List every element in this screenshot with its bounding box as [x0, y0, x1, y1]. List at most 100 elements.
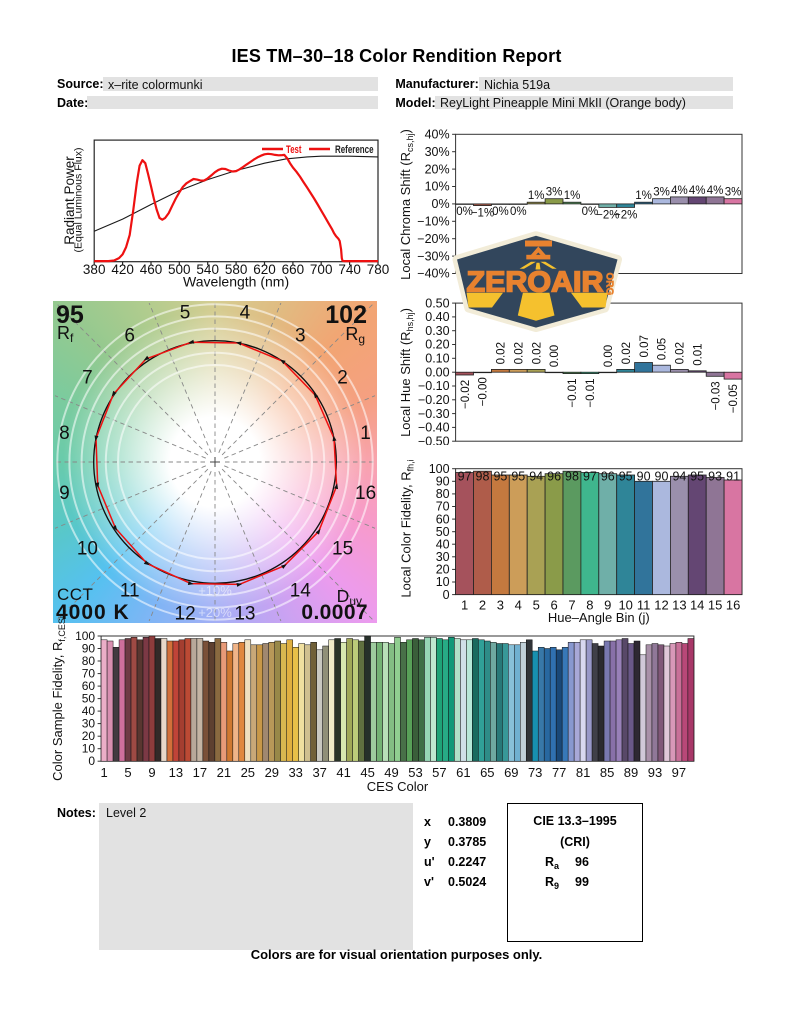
- svg-text:−0.10: −0.10: [418, 379, 450, 393]
- svg-text:Test: Test: [286, 144, 302, 156]
- svg-text:8: 8: [586, 598, 593, 613]
- svg-text:−40%: −40%: [417, 267, 449, 281]
- svg-text:0%: 0%: [456, 206, 473, 218]
- svg-text:40: 40: [436, 537, 450, 551]
- svg-text:96: 96: [547, 470, 561, 484]
- svg-text:0.01: 0.01: [692, 343, 704, 365]
- svg-text:12: 12: [175, 604, 196, 623]
- svg-text:420: 420: [111, 262, 134, 277]
- svg-text:0.0007: 0.0007: [301, 601, 368, 623]
- svg-text:97: 97: [583, 470, 597, 484]
- svg-text:4: 4: [515, 598, 522, 613]
- svg-text:61: 61: [456, 765, 470, 780]
- svg-text:7: 7: [568, 598, 575, 613]
- svg-text:11: 11: [120, 581, 140, 602]
- svg-text:660: 660: [282, 262, 305, 277]
- svg-text:700: 700: [310, 262, 333, 277]
- svg-text:93: 93: [708, 470, 722, 484]
- svg-text:16: 16: [355, 483, 376, 504]
- svg-text:21: 21: [217, 765, 231, 780]
- svg-text:12: 12: [654, 598, 668, 613]
- svg-text:CCT: CCT: [57, 585, 93, 604]
- svg-text:10: 10: [82, 742, 96, 756]
- svg-text:10%: 10%: [425, 180, 450, 194]
- svg-text:0.02: 0.02: [621, 342, 633, 364]
- svg-text:0: 0: [443, 588, 450, 602]
- svg-text:0%: 0%: [492, 206, 509, 218]
- svg-text:81: 81: [576, 765, 590, 780]
- svg-text:1: 1: [360, 423, 371, 444]
- svg-text:29: 29: [265, 765, 279, 780]
- svg-text:13: 13: [672, 598, 686, 613]
- svg-text:15: 15: [332, 538, 353, 559]
- svg-text:95: 95: [493, 470, 507, 484]
- svg-text:80: 80: [436, 487, 450, 501]
- svg-text:0.50: 0.50: [425, 296, 449, 310]
- svg-text:3: 3: [497, 598, 504, 613]
- svg-text:10: 10: [618, 598, 632, 613]
- svg-text:100: 100: [429, 462, 450, 476]
- svg-text:−0.01: −0.01: [567, 379, 579, 408]
- svg-text:90: 90: [82, 642, 96, 656]
- svg-text:2: 2: [479, 598, 486, 613]
- svg-text:9: 9: [59, 483, 70, 504]
- svg-text:80: 80: [82, 654, 96, 668]
- svg-text:25: 25: [241, 765, 255, 780]
- svg-text:0%: 0%: [432, 197, 450, 211]
- svg-text:0.00: 0.00: [425, 365, 449, 379]
- svg-text:9: 9: [148, 765, 155, 780]
- svg-text:−2%: −2%: [596, 209, 619, 221]
- svg-text:9: 9: [604, 598, 611, 613]
- svg-text:33: 33: [288, 765, 302, 780]
- svg-text:95: 95: [690, 470, 704, 484]
- svg-text:0.00: 0.00: [549, 345, 561, 367]
- svg-text:5: 5: [180, 302, 191, 323]
- svg-text:49: 49: [384, 765, 398, 780]
- svg-text:3%: 3%: [725, 187, 742, 199]
- svg-text:40%: 40%: [425, 128, 450, 142]
- svg-text:−0.02: −0.02: [460, 380, 472, 409]
- svg-text:98: 98: [476, 470, 490, 484]
- svg-text:85: 85: [600, 765, 614, 780]
- svg-text:0%: 0%: [582, 206, 599, 218]
- svg-text:0.05: 0.05: [657, 338, 669, 360]
- svg-text:14: 14: [290, 581, 312, 602]
- svg-text:30: 30: [436, 550, 450, 564]
- svg-text:Wavelength (nm): Wavelength (nm): [183, 274, 289, 290]
- svg-text:0.40: 0.40: [425, 310, 449, 324]
- svg-text:0%: 0%: [510, 206, 527, 218]
- svg-text:41: 41: [336, 765, 350, 780]
- svg-text:0.00: 0.00: [603, 345, 615, 367]
- svg-text:5: 5: [533, 598, 540, 613]
- svg-text:3%: 3%: [546, 187, 563, 199]
- svg-text:13: 13: [234, 604, 255, 623]
- svg-text:ORG: ORG: [604, 273, 615, 296]
- svg-text:11: 11: [637, 598, 651, 613]
- svg-text:89: 89: [624, 765, 638, 780]
- svg-text:20%: 20%: [425, 162, 450, 176]
- svg-text:77: 77: [552, 765, 566, 780]
- svg-text:95: 95: [619, 470, 633, 484]
- svg-text:4%: 4%: [689, 185, 706, 197]
- svg-text:0.02: 0.02: [496, 342, 508, 364]
- svg-text:65: 65: [480, 765, 494, 780]
- svg-text:90: 90: [436, 475, 450, 489]
- svg-text:6: 6: [550, 598, 557, 613]
- svg-text:4%: 4%: [707, 185, 724, 197]
- svg-text:540: 540: [196, 262, 219, 277]
- svg-text:15: 15: [708, 598, 722, 613]
- svg-text:37: 37: [312, 765, 326, 780]
- svg-text:40: 40: [82, 704, 96, 718]
- svg-text:380: 380: [83, 262, 106, 277]
- svg-text:70: 70: [436, 500, 450, 514]
- svg-text:5: 5: [124, 765, 131, 780]
- svg-text:1%: 1%: [528, 190, 545, 202]
- svg-text:91: 91: [726, 470, 740, 484]
- svg-text:+10%: +10%: [198, 583, 232, 598]
- svg-text:3%: 3%: [653, 187, 670, 199]
- svg-text:1%: 1%: [635, 190, 652, 202]
- svg-text:4%: 4%: [671, 185, 688, 197]
- svg-text:6: 6: [124, 325, 135, 346]
- svg-text:1: 1: [100, 765, 107, 780]
- svg-text:500: 500: [168, 262, 191, 277]
